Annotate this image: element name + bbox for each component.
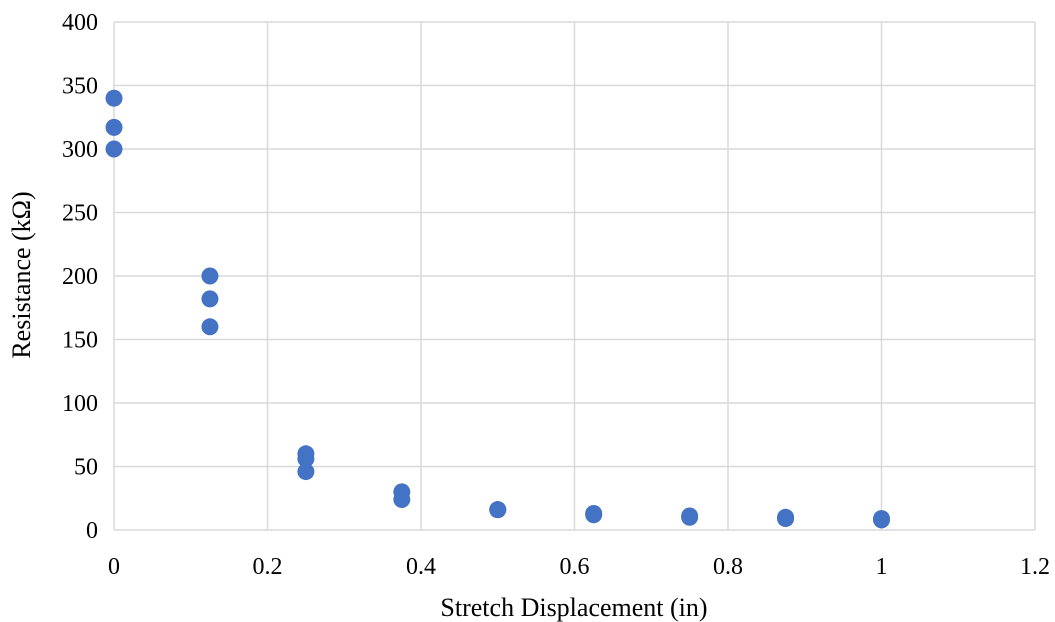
x-tick-label: 0.8 [713, 554, 743, 580]
y-tick-label: 150 [62, 328, 98, 354]
y-tick-label: 0 [86, 518, 98, 544]
y-tick-label: 200 [62, 264, 98, 290]
data-point [873, 511, 890, 529]
y-tick-label: 250 [62, 201, 98, 227]
data-point [393, 491, 411, 509]
x-tick-label: 0.4 [406, 554, 436, 580]
data-point [105, 118, 123, 136]
y-axis-title: Resistance (kΩ) [7, 191, 36, 358]
data-point [105, 140, 123, 158]
y-tick-label: 300 [62, 137, 98, 163]
data-point [201, 267, 219, 285]
x-axis-title: Stretch Displacement (in) [440, 593, 707, 622]
data-point [297, 450, 315, 468]
data-point [105, 89, 123, 107]
x-tick-label: 1.2 [1020, 554, 1050, 580]
data-point [297, 463, 315, 481]
data-point [489, 501, 507, 519]
x-tick-label: 0 [108, 554, 120, 580]
y-tick-labels: 0 50 100 150 200 250 300 350 400 [62, 10, 98, 544]
y-tick-label: 400 [62, 10, 98, 36]
x-tick-label: 0.2 [253, 554, 283, 580]
x-tick-labels: 0 0.2 0.4 0.6 0.8 1 1.2 [108, 554, 1050, 580]
data-point [681, 508, 699, 526]
data-point [201, 290, 219, 308]
data-point [201, 318, 219, 336]
x-tick-label: 0.6 [560, 554, 590, 580]
data-point [777, 510, 795, 528]
y-tick-label: 50 [74, 455, 98, 481]
y-tick-label: 350 [62, 74, 98, 100]
gridlines [113, 21, 1036, 531]
data-point [585, 506, 603, 524]
x-tick-label: 1 [876, 554, 888, 580]
y-tick-label: 100 [62, 391, 98, 417]
data-points [105, 89, 890, 529]
